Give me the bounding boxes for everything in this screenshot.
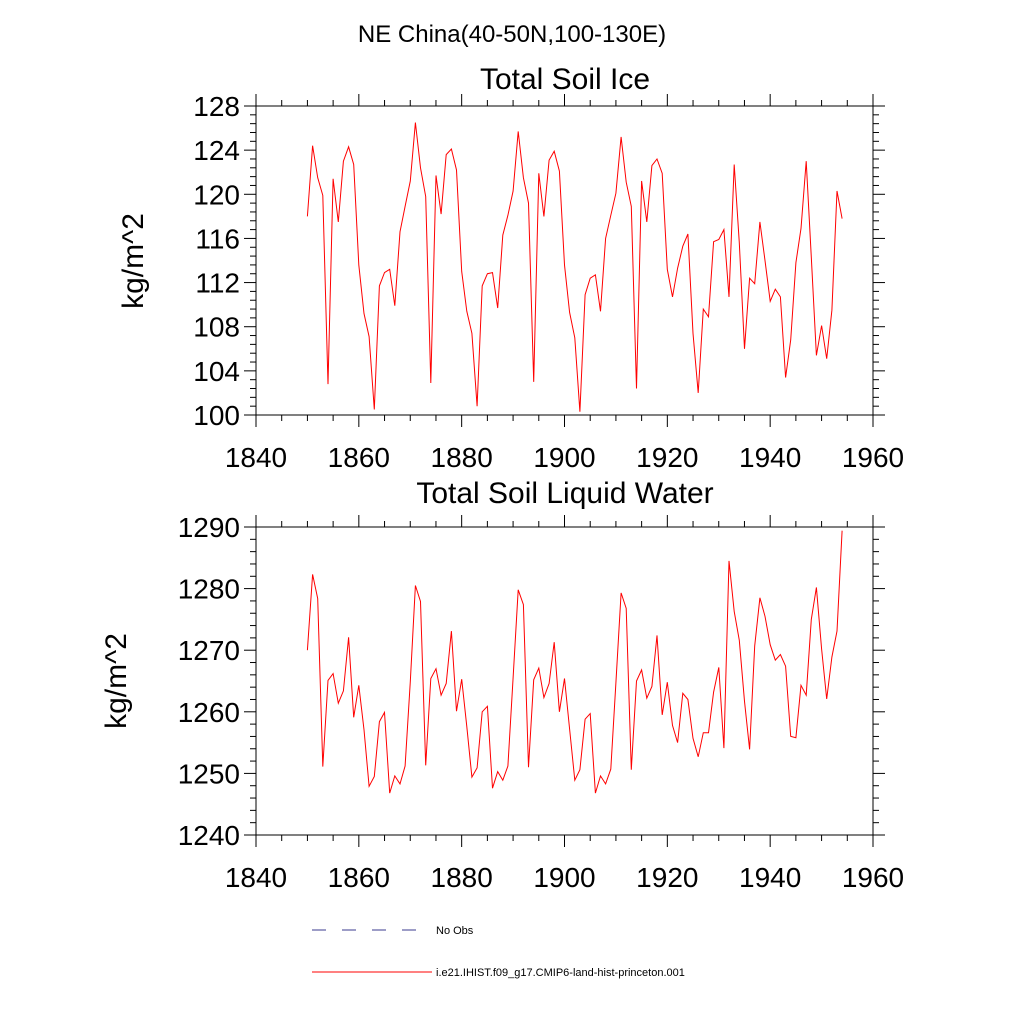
x-tick-label: 1860: [328, 442, 390, 473]
y-tick-label: 1290: [178, 512, 240, 543]
y-tick-label: 112: [195, 268, 240, 299]
y-axis-label: kg/m^2: [117, 213, 150, 309]
y-tick-label: 1240: [178, 820, 240, 851]
y-tick-label: 124: [193, 135, 240, 166]
legend-label-no-obs: No Obs: [436, 925, 474, 937]
x-tick-label: 1940: [739, 442, 801, 473]
y-tick-label: 108: [193, 312, 240, 343]
tick-labels: 1840 1860 1880 1900 1920 1940 1960 1240 1250 1260…: [178, 512, 904, 893]
panel-total-soil-liquid-water: Total Soil Liquid Water kg/m^2 1840 1860 1…: [100, 477, 904, 893]
x-tick-label: 1840: [225, 442, 287, 473]
y-tick-label: 116: [195, 223, 240, 254]
y-tick-label: 1260: [178, 697, 240, 728]
x-tick-label: 1880: [431, 862, 493, 893]
series-line: [306, 530, 843, 794]
y-axis-label: kg/m^2: [100, 633, 133, 729]
axis-ticks: [244, 94, 885, 427]
axis-ticks: [244, 515, 885, 847]
y-tick-label: 1280: [178, 574, 240, 605]
y-tick-label: 1270: [178, 635, 240, 666]
x-tick-label: 1900: [533, 862, 595, 893]
x-tick-label: 1880: [431, 442, 493, 473]
panel-total-soil-ice: Total Soil Ice kg/m^2 1840 1860 1880 1900 19…: [117, 63, 904, 473]
x-tick-label: 1940: [739, 862, 801, 893]
x-tick-label: 1840: [225, 862, 287, 893]
x-tick-label: 1920: [636, 862, 698, 893]
chart-title: Total Soil Liquid Water: [416, 477, 713, 510]
x-tick-label: 1920: [636, 442, 698, 473]
x-tick-label: 1960: [842, 442, 904, 473]
series-group: [306, 530, 843, 794]
x-tick-label: 1900: [533, 442, 595, 473]
y-tick-label: 128: [193, 91, 240, 122]
y-tick-label: 120: [193, 179, 240, 210]
chart-title: Total Soil Ice: [480, 63, 650, 96]
y-tick-label: 104: [193, 356, 240, 387]
figure-title: NE China(40-50N,100-130E): [358, 21, 666, 48]
x-tick-label: 1960: [842, 862, 904, 893]
tick-labels: 1840 1860 1880 1900 1920 1940 1960 100 104 108 112…: [193, 91, 904, 473]
series-group: [306, 122, 843, 412]
y-tick-label: 100: [193, 400, 240, 431]
series-line: [306, 122, 843, 412]
legend: No Obs i.e21.IHIST.f09_g17.CMIP6-land-hi…: [312, 925, 685, 979]
legend-label-model: i.e21.IHIST.f09_g17.CMIP6-land-hist-prin…: [436, 967, 685, 979]
y-tick-label: 1250: [178, 758, 240, 789]
x-tick-label: 1860: [328, 862, 390, 893]
